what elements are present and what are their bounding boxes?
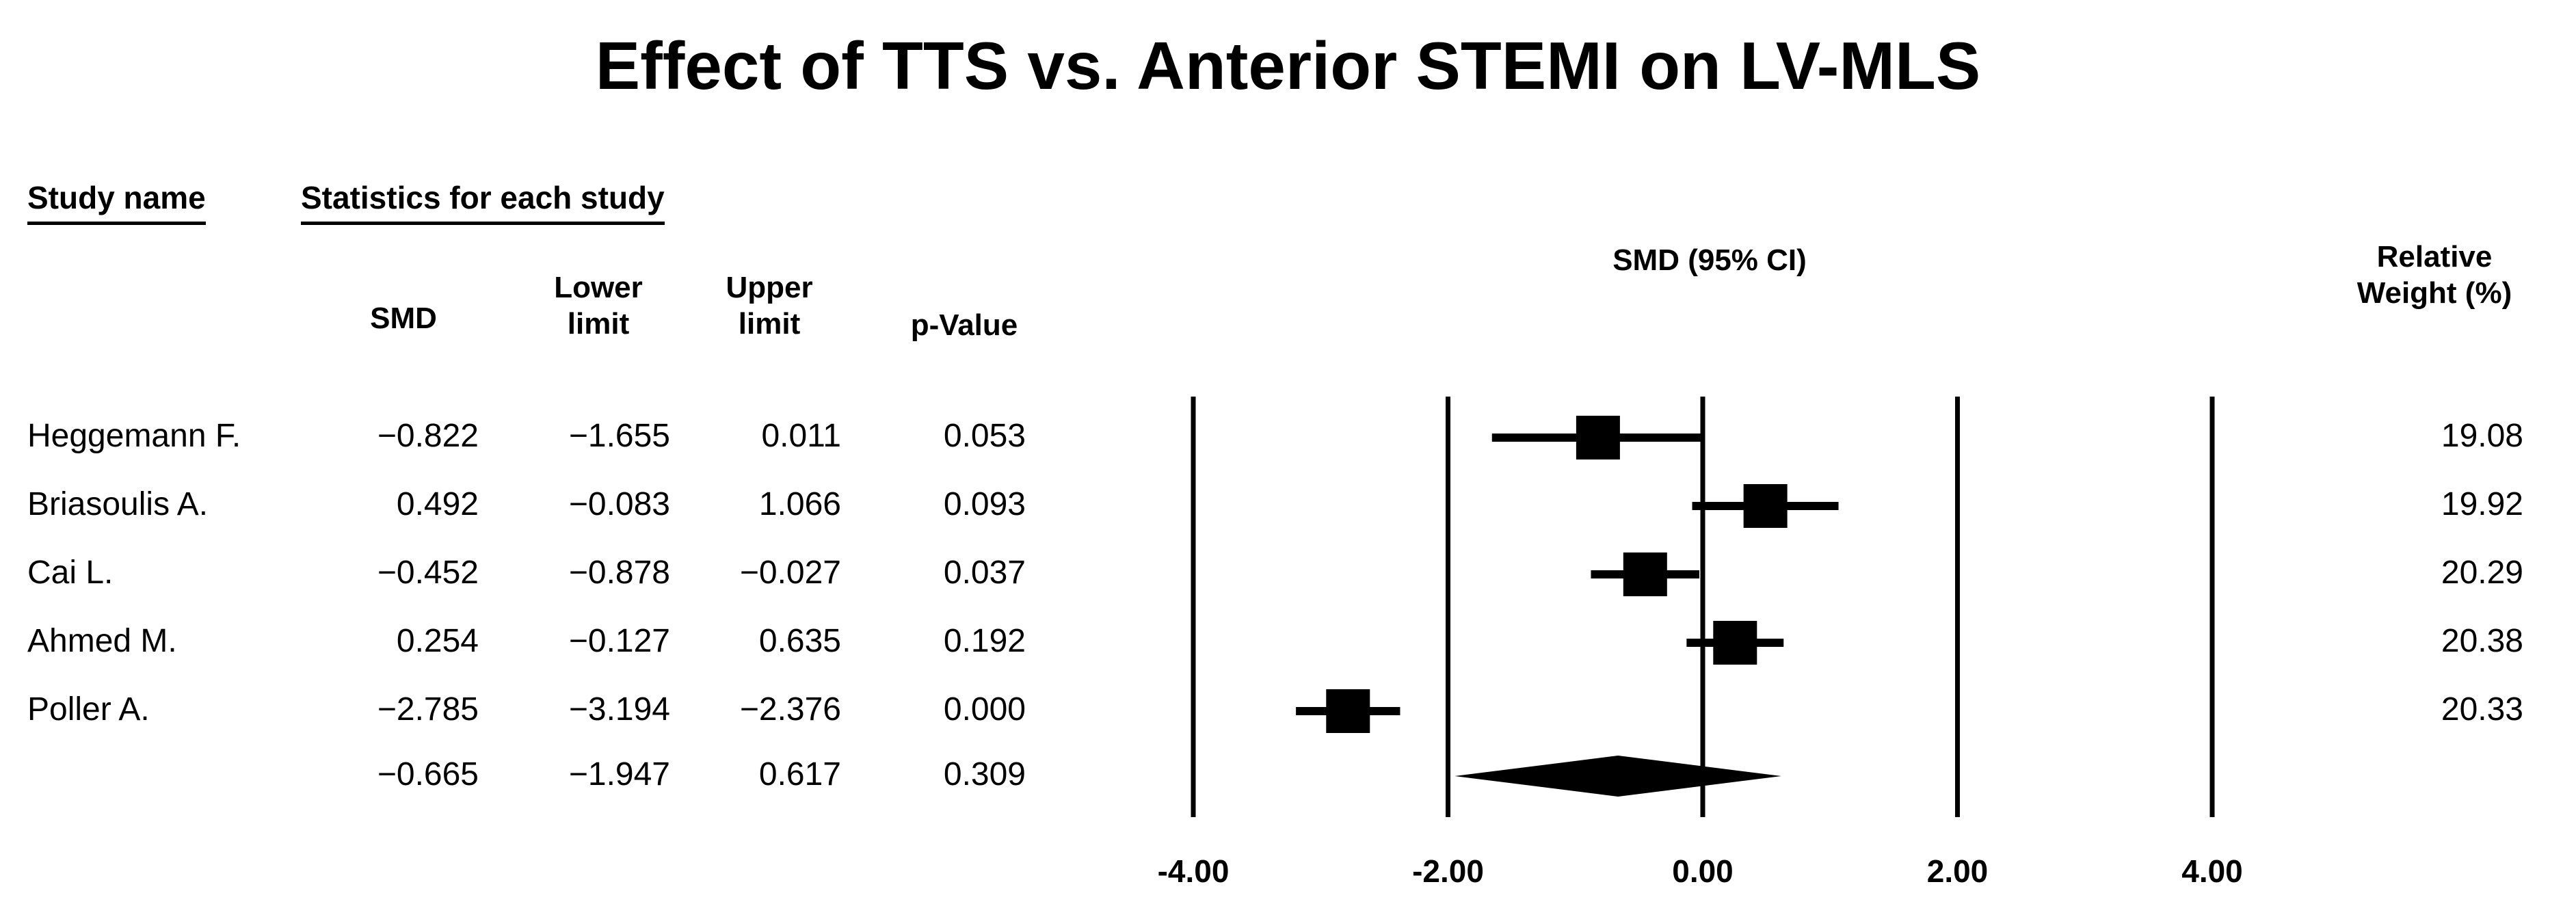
- upper-limit-header-line2: limit: [738, 306, 801, 341]
- pooled-upper-limit-value: 0.617: [758, 756, 841, 792]
- lower-limit-column-header: Lower limit: [533, 270, 663, 343]
- smd-value: 0.254: [396, 623, 479, 659]
- study-name: Poller A.: [27, 691, 150, 728]
- effect-marker: [1743, 484, 1788, 528]
- effect-marker: [1326, 689, 1370, 733]
- pooled-lower-limit-value: −1.947: [568, 756, 670, 792]
- smd-value: −2.785: [377, 691, 479, 728]
- pooled-diamond: [1455, 756, 1781, 797]
- relative-weight-value: 20.29: [2441, 555, 2523, 591]
- lower-limit-value: −1.655: [568, 418, 670, 454]
- pooled-smd-value: −0.665: [377, 756, 479, 792]
- upper-limit-value: 1.066: [758, 486, 841, 522]
- p-value: 0.093: [943, 486, 1026, 522]
- p-value: 0.037: [943, 555, 1026, 591]
- effect-marker: [1713, 621, 1757, 665]
- smd-value: −0.452: [377, 555, 479, 591]
- x-tick-label: -2.00: [1412, 853, 1484, 889]
- smd-column-header: SMD: [370, 302, 437, 335]
- statistics-header: Statistics for each study: [301, 179, 665, 225]
- relative-weight-value: 20.33: [2441, 691, 2523, 728]
- pooled-p-value: 0.309: [943, 756, 1026, 792]
- effect-marker: [1623, 552, 1667, 596]
- study-name: Cai L.: [27, 555, 114, 591]
- chart-title: Effect of TTS vs. Anterior STEMI on LV-M…: [595, 28, 1981, 103]
- upper-limit-column-header: Upper limit: [704, 270, 834, 343]
- relative-weight-value: 19.08: [2441, 418, 2523, 454]
- x-tick-label: 2.00: [1927, 853, 1989, 889]
- lower-limit-value: −0.127: [568, 623, 670, 659]
- upper-limit-header-line1: Upper: [726, 271, 813, 304]
- upper-limit-value: −0.027: [739, 555, 841, 591]
- upper-limit-value: −2.376: [739, 691, 841, 728]
- x-tick-label: 4.00: [2181, 853, 2243, 889]
- effect-marker: [1576, 416, 1620, 459]
- p-value: 0.000: [943, 691, 1026, 728]
- lower-limit-value: −0.083: [568, 486, 670, 522]
- relative-weight-header-line1: Relative: [2376, 240, 2493, 274]
- study-name-header: Study name: [27, 179, 206, 225]
- study-name: Ahmed M.: [27, 623, 177, 659]
- plot-axis-label: SMD (95% CI): [1612, 243, 1807, 277]
- study-name: Briasoulis A.: [27, 486, 209, 522]
- x-tick-label: 0.00: [1672, 853, 1734, 889]
- smd-value: −0.822: [377, 418, 479, 454]
- relative-weight-value: 20.38: [2441, 623, 2523, 659]
- relative-weight-value: 19.92: [2441, 486, 2523, 522]
- upper-limit-value: 0.011: [761, 418, 841, 454]
- relative-weight-header: Relative Weight (%): [2311, 239, 2558, 312]
- relative-weight-header-line2: Weight (%): [2356, 276, 2512, 310]
- p-value: 0.053: [943, 418, 1026, 454]
- lower-limit-value: −3.194: [568, 691, 670, 728]
- smd-value: 0.492: [396, 486, 479, 522]
- upper-limit-value: 0.635: [758, 623, 841, 659]
- p-value: 0.192: [943, 623, 1026, 659]
- lower-limit-header-line2: limit: [567, 306, 630, 341]
- x-tick-label: -4.00: [1158, 853, 1230, 889]
- lower-limit-value: −0.878: [568, 555, 670, 591]
- p-value-column-header: p-Value: [910, 308, 1018, 342]
- study-name: Heggemann F.: [27, 418, 241, 454]
- lower-limit-header-line1: Lower: [554, 271, 643, 304]
